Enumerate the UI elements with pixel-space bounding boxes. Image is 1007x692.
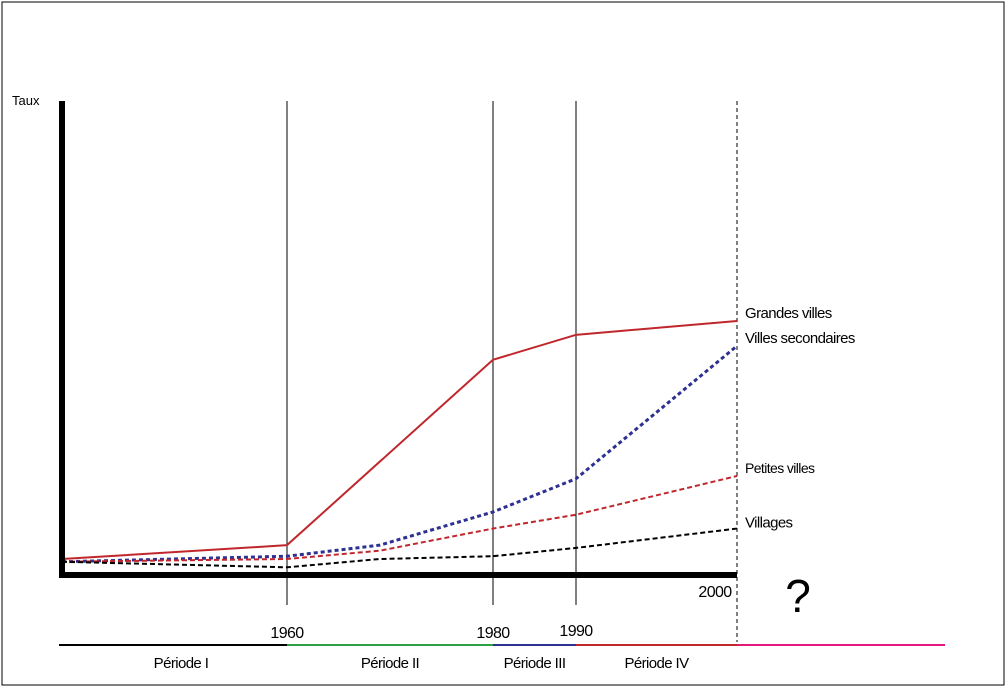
period-label-2: Période III	[504, 655, 566, 672]
series-label-2: Petites villes	[745, 460, 815, 476]
x-tick-label-2000: 2000	[698, 584, 732, 601]
series-line-1	[61, 344, 738, 564]
series-line-0	[61, 320, 738, 560]
x-tick-labels: 1960 1980 1990 2000	[270, 584, 732, 642]
period-label-1: Période II	[361, 655, 419, 672]
period-label-0: Période I	[154, 655, 209, 672]
series-label-0: Grandes villes	[745, 305, 832, 322]
series-line-3	[61, 527, 738, 569]
y-axis-label: Taux	[12, 93, 40, 108]
series-label-3: Villages	[745, 515, 793, 532]
x-tick-label-1990: 1990	[559, 623, 593, 640]
series-line-2	[61, 475, 738, 563]
x-tick-label-1960: 1960	[270, 625, 304, 642]
period-timeline: Période I Période II Période III Période IV	[59, 644, 945, 672]
x-tick-label-1980: 1980	[476, 625, 510, 642]
series-labels: Grandes villes Villes secondaires Petites …	[745, 305, 856, 532]
series-lines	[61, 320, 738, 569]
period-label-3: Période IV	[624, 655, 689, 672]
series-label-1: Villes secondaires	[745, 330, 855, 347]
period-boundaries	[286, 101, 738, 642]
future-question-mark: ?	[785, 570, 811, 622]
